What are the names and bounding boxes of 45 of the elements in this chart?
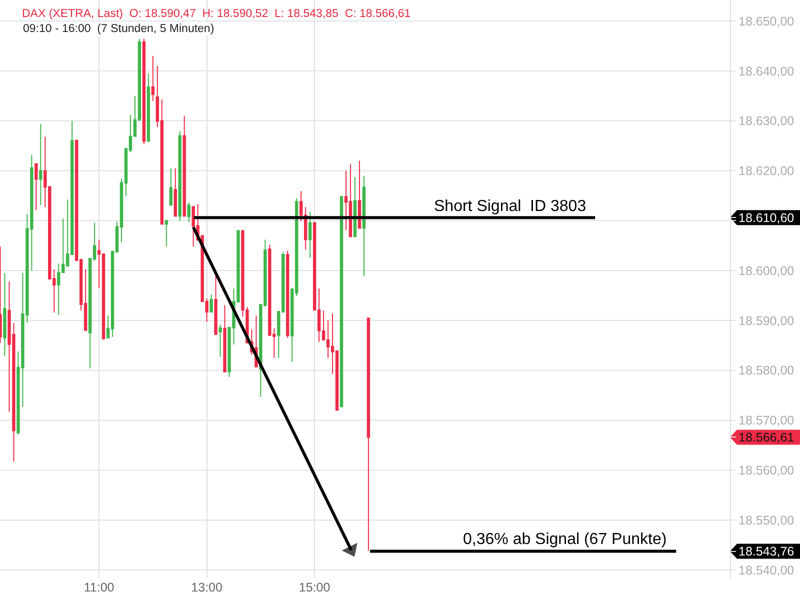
candlestick	[169, 168, 172, 206]
candlestick	[182, 115, 186, 217]
candlestick	[286, 250, 290, 338]
candlestick	[151, 55, 155, 102]
candlestick	[308, 211, 312, 259]
y-tick-label: 18.620,00	[738, 164, 794, 178]
candlestick	[223, 304, 226, 372]
candlestick	[358, 160, 362, 229]
x-tick-label: 13:00	[191, 580, 222, 594]
candlestick	[142, 38, 146, 145]
candlestick	[39, 123, 42, 206]
candlestick	[174, 168, 177, 217]
candlestick	[146, 72, 150, 142]
y-tick-label: 18.550,00	[738, 513, 794, 528]
candlestick	[164, 220, 168, 248]
candlestick	[178, 130, 182, 222]
y-tick-label: 18.600,00	[738, 264, 794, 278]
candlestick	[353, 176, 357, 238]
candlestick	[362, 175, 366, 277]
candlestick	[34, 163, 38, 211]
annotation: Short Signal ID 3803	[434, 198, 586, 215]
candlestick	[3, 272, 6, 356]
candlestick	[366, 317, 370, 552]
y-tick-label: 18.543,76	[738, 544, 794, 559]
y-tick-label: 18.630,00	[738, 114, 794, 128]
annotation: 0,36% ab Signal (67 Punkte)	[463, 531, 667, 548]
candlestick	[218, 324, 222, 358]
y-tick-label: 18.610,60	[738, 210, 794, 225]
text: 09:10 - 16:00 (7 Stunden, 5 Minuten)	[23, 23, 214, 35]
y-tick-label: 18.570,00	[738, 414, 794, 428]
candlestick	[214, 274, 218, 335]
candlestick	[340, 196, 344, 408]
y-tick-label: 18.580,00	[738, 364, 794, 378]
y-tick-label: 18.560,00	[738, 464, 794, 478]
text: DAX (XETRA, Last) O: 18.590,47 H: 18.590,52 L: 18.543,85 C: 18.566,61	[22, 8, 411, 20]
x-tick-label: 15:00	[298, 580, 330, 594]
candlestick	[187, 202, 190, 223]
candlestick	[348, 164, 352, 238]
candlestick	[210, 294, 213, 312]
y-tick-label: 18.650,00	[738, 14, 794, 28]
y-tick-label: 18.640,00	[738, 64, 794, 78]
y-tick-label: 18.540,00	[738, 563, 794, 578]
x-tick-label: 11:00	[84, 580, 114, 594]
y-tick-label: 18.590,00	[738, 314, 794, 328]
y-tick-label: 18.566,61	[738, 430, 794, 445]
